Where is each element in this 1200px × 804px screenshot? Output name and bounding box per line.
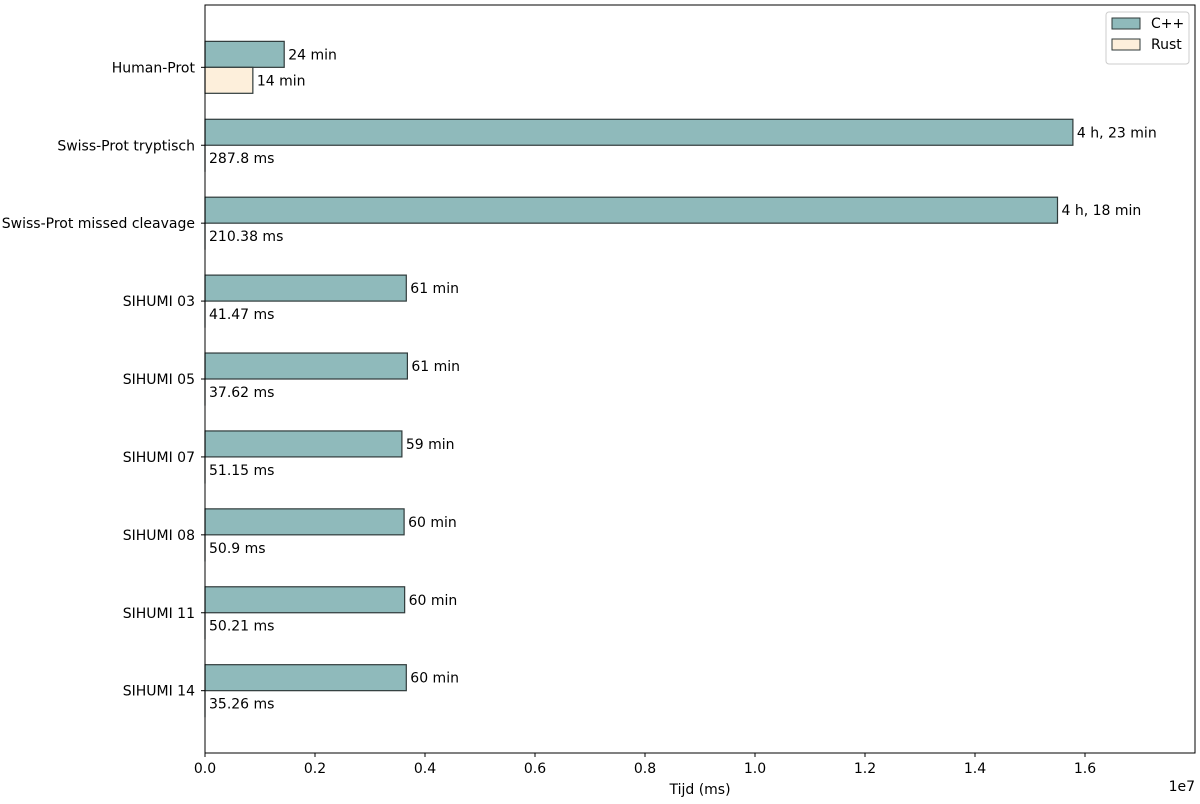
bar-value-label: 35.26 ms [209, 697, 274, 713]
bar-value-label: 4 h, 18 min [1062, 203, 1142, 219]
bar-value-label: 59 min [406, 437, 455, 453]
bar-cpp [205, 197, 1058, 223]
bar-value-label: 287.8 ms [209, 151, 274, 167]
legend-swatch-rust [1112, 39, 1140, 50]
y-tick-label: SIHUMI 05 [123, 372, 195, 388]
bar-cpp [205, 119, 1073, 145]
bar-cpp [205, 275, 406, 301]
bar-value-label: 50.21 ms [209, 619, 274, 635]
legend-label: C++ [1151, 16, 1184, 32]
legend-swatch-cpp [1112, 18, 1140, 29]
bar-cpp [205, 665, 406, 691]
bar-value-label: 4 h, 23 min [1077, 125, 1157, 141]
x-tick-label: 1.4 [964, 761, 986, 777]
y-tick-label: SIHUMI 11 [123, 606, 195, 622]
bar-value-label: 60 min [409, 593, 458, 609]
bar-value-label: 61 min [410, 281, 459, 297]
legend-label: Rust [1151, 37, 1182, 53]
y-tick-label: SIHUMI 08 [123, 528, 195, 544]
bar-rust [205, 67, 253, 93]
bar-cpp [205, 431, 402, 457]
bar-value-label: 37.62 ms [209, 385, 274, 401]
x-tick-label: 0.4 [414, 761, 436, 777]
x-tick-label: 0.8 [634, 761, 656, 777]
y-tick-label: Swiss-Prot tryptisch [57, 138, 195, 154]
bar-value-label: 51.15 ms [209, 463, 274, 479]
bar-value-label: 24 min [288, 47, 337, 63]
bar-value-label: 50.9 ms [209, 541, 266, 557]
x-axis-label: Tijd (ms) [668, 782, 730, 798]
x-tick-label: 1.2 [854, 761, 876, 777]
x-tick-label: 1.6 [1074, 761, 1096, 777]
bar-cpp [205, 353, 407, 379]
bar-value-label: 61 min [411, 359, 460, 375]
bar-value-label: 210.38 ms [209, 229, 283, 245]
bar-value-label: 60 min [408, 515, 457, 531]
x-tick-label: 0.0 [194, 761, 216, 777]
bar-cpp [205, 509, 404, 535]
bar-cpp [205, 587, 405, 613]
bar-cpp [205, 41, 284, 67]
y-tick-label: SIHUMI 07 [123, 450, 195, 466]
x-axis-offset-label: 1e7 [1169, 779, 1195, 795]
y-tick-label: SIHUMI 14 [123, 684, 195, 700]
bar-value-label: 60 min [410, 671, 459, 687]
y-tick-label: Human-Prot [112, 60, 196, 76]
bar-value-label: 41.47 ms [209, 307, 274, 323]
x-tick-label: 0.2 [304, 761, 326, 777]
y-tick-label: SIHUMI 03 [123, 294, 195, 310]
y-tick-label: Swiss-Prot missed cleavage [2, 216, 195, 232]
x-tick-label: 1.0 [744, 761, 766, 777]
x-tick-label: 0.6 [524, 761, 546, 777]
bar-value-label: 14 min [257, 73, 306, 89]
